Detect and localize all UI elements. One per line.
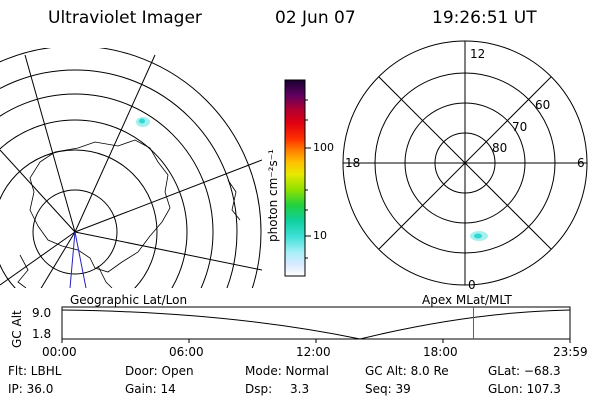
orbit-xtick: 23:59	[553, 345, 588, 359]
geo-aurora-patch	[136, 117, 150, 127]
colorbar	[284, 79, 306, 277]
dsp-value: 3.3	[290, 382, 310, 396]
gain-info: Gain: 14	[125, 382, 176, 396]
instrument-title: Ultraviolet Imager	[48, 8, 202, 28]
orbit-ytick-top: 9.0	[32, 306, 52, 320]
image-date: 02 Jun 07	[275, 8, 356, 28]
apex-label: Apex MLat/MLT	[422, 293, 512, 307]
polar-plot	[342, 40, 588, 286]
mlt-12-label: 12	[470, 47, 486, 61]
mode-info: Mode: Normal	[245, 364, 329, 378]
orbit-ylabel: GC Alt	[10, 310, 24, 348]
mlt-0-label: 0	[468, 278, 476, 292]
gcalt-info: GC Alt: 8.0 Re	[365, 364, 449, 378]
mlat-60-label: 60	[535, 98, 551, 112]
mlat-80-label: 80	[492, 141, 508, 155]
dsp-label: Dsp:	[245, 382, 273, 396]
orbit-xtick: 06:00	[169, 345, 204, 359]
glat-info: GLat: −68.3	[488, 364, 561, 378]
mlt-6-label: 6	[577, 156, 585, 170]
image-time: 19:26:51 UT	[432, 8, 537, 28]
mlt-18-label: 18	[345, 156, 361, 170]
colorbar-tick-10: 10	[313, 229, 327, 242]
polar-aurora-patch	[470, 231, 488, 241]
glon-info: GLon: 107.3	[488, 382, 561, 396]
mlat-70-label: 70	[512, 120, 528, 134]
seq-info: Seq: 39	[365, 382, 411, 396]
colorbar-unit-label: photon cm⁻²s⁻¹	[266, 149, 280, 242]
geographic-map	[0, 48, 262, 288]
ip-info: IP: 36.0	[8, 382, 54, 396]
filter-info: Flt: LBHL	[8, 364, 62, 378]
orbit-xtick: 00:00	[42, 345, 77, 359]
orbit-xtick: 18:00	[423, 345, 458, 359]
colorbar-tick-100: 100	[313, 141, 334, 154]
orbit-ytick-bottom: 1.8	[32, 327, 52, 341]
orbit-altitude-curve	[61, 309, 571, 340]
door-info: Door: Open	[125, 364, 194, 378]
geographic-label: Geographic Lat/Lon	[70, 293, 188, 307]
orbit-xtick: 12:00	[296, 345, 331, 359]
